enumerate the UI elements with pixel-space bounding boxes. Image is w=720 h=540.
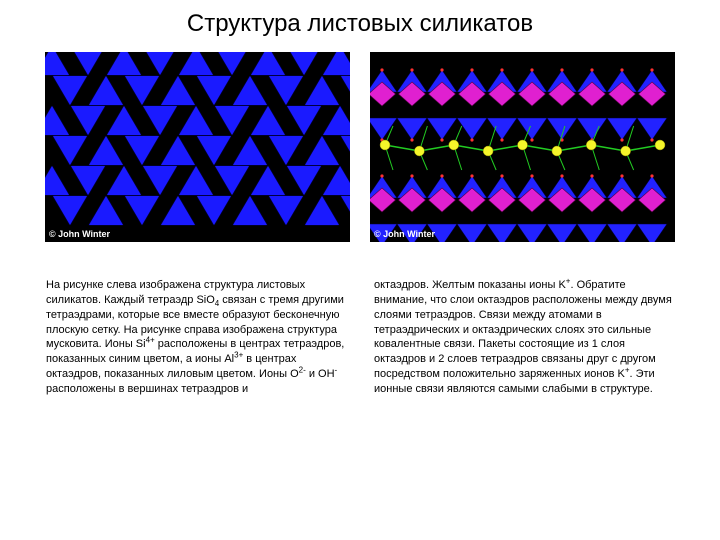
figures-row: © John Winter © John Winter — [0, 52, 720, 242]
text-col-right: октаэдров. Желтым показаны ионы K+. Обра… — [374, 278, 674, 397]
figure-right: © John Winter — [370, 52, 675, 242]
figure-left: © John Winter — [45, 52, 350, 242]
hex-sheet — [45, 52, 350, 242]
text-columns: На рисунке слева изображена структура ли… — [0, 242, 720, 397]
page-title: Структура листовых силикатов — [0, 0, 720, 52]
muscovite-svg — [370, 52, 675, 242]
credit-right: © John Winter — [374, 229, 435, 239]
credit-left: © John Winter — [49, 229, 110, 239]
text-col-left: На рисунке слева изображена структура ли… — [46, 278, 346, 397]
